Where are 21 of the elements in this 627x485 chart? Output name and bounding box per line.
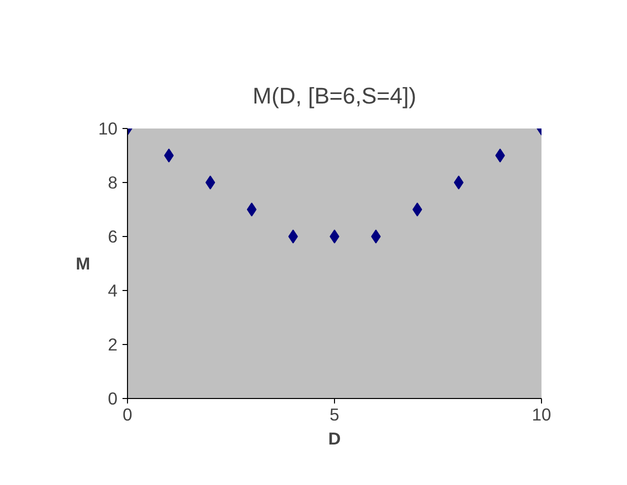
y-tick-label: 2 <box>108 334 118 354</box>
y-tick-label: 10 <box>98 118 118 138</box>
point <box>495 148 505 162</box>
y-tick-label: 0 <box>108 388 118 408</box>
x-axis-title: D <box>328 428 341 448</box>
point <box>371 230 381 244</box>
chart-title: M(D, [B=6,S=4]) <box>252 82 416 108</box>
x-tick-label: 10 <box>532 404 552 424</box>
point <box>412 202 422 216</box>
x-tick-label: 5 <box>330 404 340 424</box>
point <box>205 176 216 190</box>
point <box>288 230 298 244</box>
x-tick-label: 0 <box>122 404 132 424</box>
y-tick-label: 8 <box>108 172 118 192</box>
point <box>330 230 340 244</box>
y-axis-title: M <box>76 254 90 274</box>
y-tick-label: 6 <box>108 226 118 246</box>
point <box>246 202 257 216</box>
point <box>164 148 174 162</box>
point <box>454 176 464 190</box>
y-tick-label: 4 <box>108 280 118 300</box>
